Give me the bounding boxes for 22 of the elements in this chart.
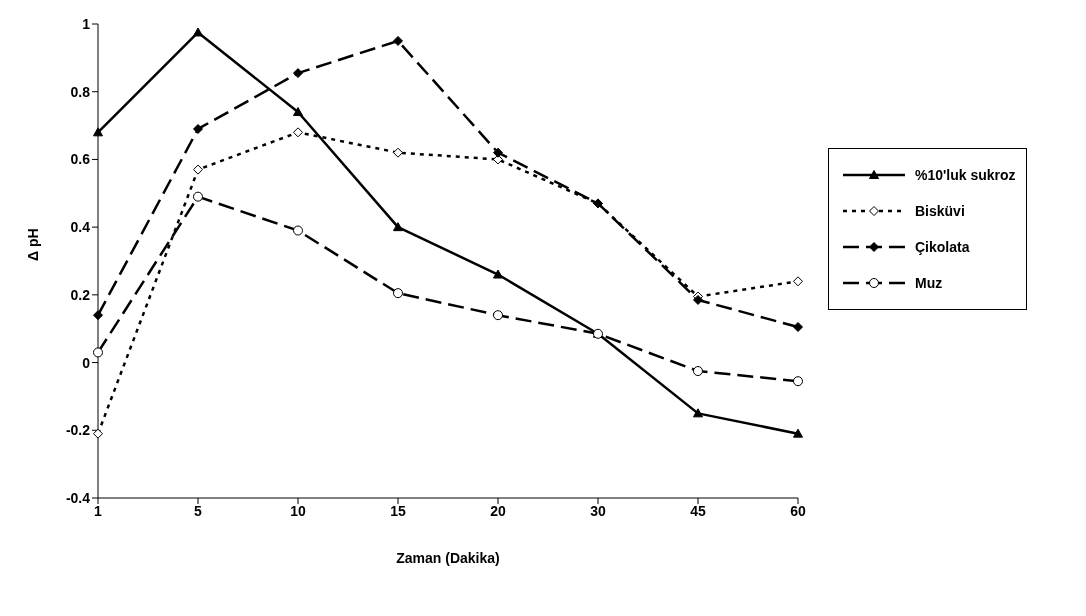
y-tick-label: 0.2 bbox=[70, 286, 91, 303]
x-tick-label: 5 bbox=[194, 502, 203, 519]
legend-label: Çikolata bbox=[915, 239, 970, 255]
x-tick-label: 20 bbox=[490, 502, 506, 519]
legend-label: Muz bbox=[915, 275, 943, 291]
x-axis-title: Zaman (Dakika) bbox=[396, 550, 500, 566]
x-tick-label: 15 bbox=[390, 502, 406, 519]
y-tick-label: -0.4 bbox=[65, 489, 91, 506]
y-tick-label: 0.8 bbox=[70, 83, 91, 100]
legend-label: Bisküvi bbox=[915, 203, 965, 219]
y-tick-label: 0.4 bbox=[70, 219, 91, 236]
x-tick-label: 60 bbox=[790, 502, 806, 519]
y-tick-label: 1 bbox=[82, 15, 91, 32]
y-axis-title: Δ pH bbox=[24, 228, 41, 261]
x-tick-label: 45 bbox=[690, 502, 706, 519]
y-tick-label: 0 bbox=[82, 354, 91, 371]
y-tick-label: 0.6 bbox=[70, 151, 91, 168]
x-tick-label: 30 bbox=[590, 502, 606, 519]
legend-label: %10'luk sukroz bbox=[915, 167, 1016, 183]
y-tick-label: -0.2 bbox=[65, 422, 91, 439]
x-tick-label: 1 bbox=[94, 502, 103, 519]
x-tick-label: 10 bbox=[290, 502, 306, 519]
